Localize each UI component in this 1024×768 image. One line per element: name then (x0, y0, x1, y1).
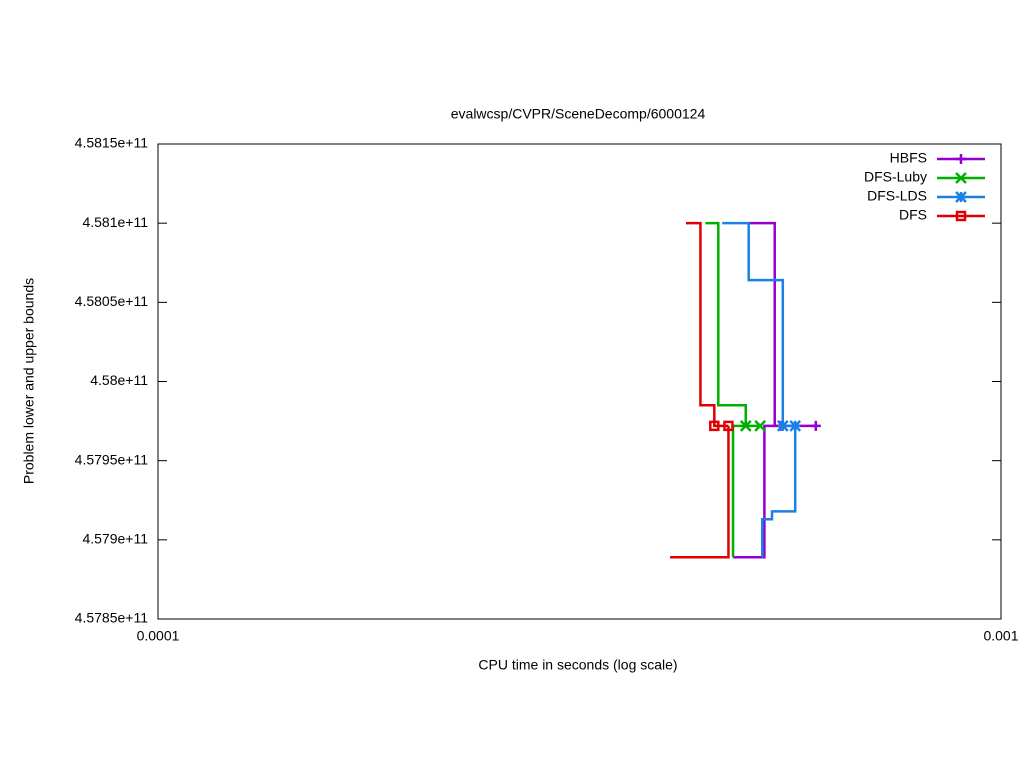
series-marker (739, 419, 752, 432)
series-marker (754, 419, 767, 432)
series-marker (776, 419, 789, 432)
legend-label: HBFS (890, 150, 927, 166)
y-tick-label: 4.5795e+11 (75, 451, 149, 467)
x-tick-label: 0.001 (983, 628, 1018, 644)
legend-marker (955, 210, 967, 222)
y-axis-label: Problem lower and upper bounds (21, 278, 37, 484)
series-line (670, 221, 730, 559)
series-marker (709, 420, 720, 432)
legend-label: DFS-LDS (867, 188, 927, 204)
series-marker (789, 419, 802, 432)
legend-marker (955, 172, 967, 184)
y-tick-label: 4.58e+11 (90, 372, 148, 388)
y-tick-label: 4.581e+11 (82, 214, 148, 230)
chart-title: evalwcsp/CVPR/SceneDecomp/6000124 (451, 106, 706, 122)
series-marker (723, 420, 734, 432)
legend-marker (955, 191, 967, 203)
legend-label: DFS (899, 207, 927, 223)
y-tick-label: 4.5785e+11 (75, 610, 149, 626)
legend-marker (956, 154, 966, 164)
y-tick-label: 4.579e+11 (82, 531, 148, 547)
y-tick-label: 4.5805e+11 (75, 293, 149, 309)
y-tick-label: 4.5815e+11 (75, 135, 149, 151)
legend-label: DFS-Luby (864, 169, 927, 185)
series-marker (810, 420, 821, 431)
x-axis-label: CPU time in seconds (log scale) (478, 657, 677, 673)
x-tick-label: 0.0001 (137, 628, 180, 644)
